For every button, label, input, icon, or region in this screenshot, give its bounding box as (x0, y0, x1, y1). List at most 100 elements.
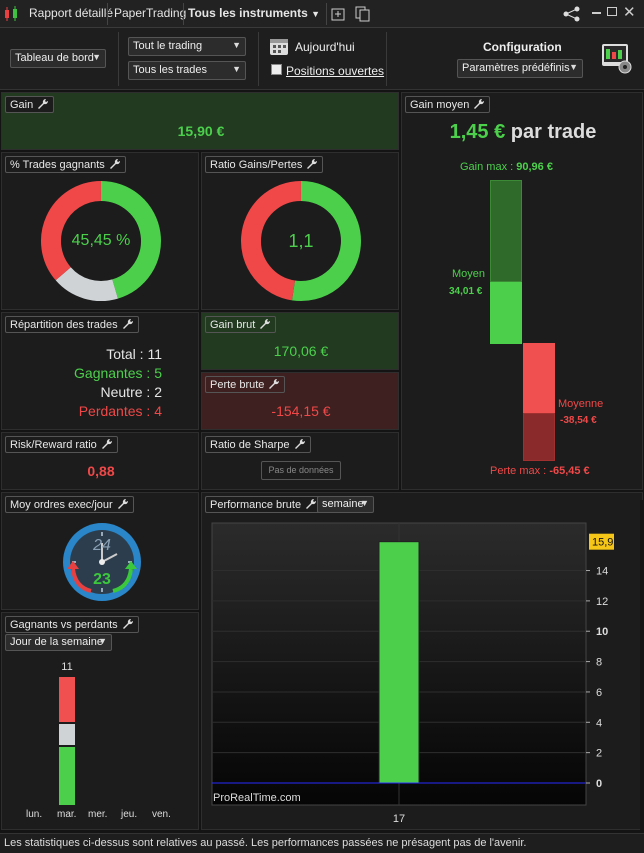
period-select[interactable]: semaine ▼ (317, 496, 374, 513)
last-value-text: 15,9 (592, 537, 613, 549)
loss-slice (41, 181, 102, 281)
wrench-icon[interactable] (305, 498, 317, 510)
loss-avg-bar (523, 343, 555, 413)
preset-select[interactable]: Paramètres prédéfinis ▼ (457, 59, 583, 78)
y-tick-label: 6 (596, 687, 602, 699)
gross-loss-header[interactable]: Perte brute (205, 376, 286, 393)
moyenne-label: Moyenne (558, 398, 604, 410)
gain-max-bar (490, 180, 522, 282)
winners-losers-panel: Gagnants vs perdants Jour de la semaine ▼… (1, 612, 199, 830)
wrench-icon[interactable] (101, 438, 113, 450)
weekday-label: mar. (57, 809, 77, 820)
wrench-icon[interactable] (306, 158, 318, 170)
calendar-icon[interactable] (269, 36, 289, 56)
open-positions-label[interactable]: Positions ouvertes (286, 64, 385, 78)
maximize-icon[interactable] (607, 7, 617, 16)
orders-panel: Moy ordres exec/jour 24 23 (1, 492, 199, 610)
risk-reward-header[interactable]: Risk/Reward ratio (5, 436, 118, 453)
risk-reward-value: 0,88 (87, 463, 115, 479)
gross-loss-value: -154,15 € (271, 403, 331, 419)
win-pct-value: 45,45 % (71, 232, 131, 249)
wrench-icon[interactable] (473, 98, 485, 110)
distribution-panel: Répartition des trades Total : 11 Gagnan… (1, 312, 199, 430)
y-tick-label: 14 (596, 566, 608, 578)
bar (378, 541, 420, 784)
avg-gain-header[interactable]: Gain moyen (405, 96, 491, 113)
wrench-icon[interactable] (109, 158, 121, 170)
wrench-icon[interactable] (122, 618, 134, 630)
y-tick-label: 2 (596, 748, 602, 760)
neutral-slice (55, 266, 118, 301)
gains-slice (292, 181, 361, 301)
clock-bottom-number: 23 (93, 571, 111, 588)
x-tick-label: 17 (393, 813, 405, 825)
today-button[interactable]: Aujourd'hui (295, 40, 355, 54)
sharpe-header[interactable]: Ratio de Sharpe (205, 436, 311, 453)
duplicate-icon[interactable] (355, 6, 371, 22)
risk-reward-panel: Risk/Reward ratio 0,88 (1, 432, 199, 490)
instruments-dropdown[interactable]: Tous les instruments ▼ (188, 6, 321, 20)
wrench-icon[interactable] (259, 318, 271, 330)
clock-icon (63, 523, 141, 601)
report-detail-tab[interactable]: Rapport détaillé (29, 6, 114, 20)
losses-slice (241, 181, 302, 301)
wrench-icon[interactable] (122, 318, 134, 330)
trading-select[interactable]: Tout le trading ▼ (128, 37, 246, 56)
sharpe-panel: Ratio de Sharpe Pas de données (201, 432, 399, 490)
weekday-label: jeu. (121, 809, 138, 820)
winners-bar (59, 747, 75, 805)
winners-row: Gagnantes : 5 (74, 365, 162, 381)
sharpe-no-data: Pas de données (261, 461, 341, 480)
loss-max-bar (523, 413, 555, 461)
toolbar: Tableau de bord ▼ Tout le trading ▼ Tous l… (0, 28, 644, 90)
dashboard-select[interactable]: Tableau de bord ▼ (10, 49, 106, 68)
gain-max-label: Gain max : 90,96 € (460, 161, 553, 173)
share-icon[interactable] (563, 6, 581, 22)
trades-select[interactable]: Tous les trades ▼ (128, 61, 246, 80)
new-window-icon[interactable] (331, 6, 347, 22)
y-tick-label: 8 (596, 657, 602, 669)
performance-header[interactable]: Performance brute (205, 496, 323, 513)
perte-max-label: Perte max : -65,45 € (490, 465, 590, 477)
gross-gain-header[interactable]: Gain brut (205, 316, 277, 333)
avg-gain-value: 1,45 € par trade (449, 121, 597, 143)
weekday-label: mer. (88, 809, 108, 820)
candlestick-icon (5, 6, 17, 21)
y-tick-label: 10 (596, 626, 608, 638)
gross-gain-panel: Gain brut 170,06 € (201, 312, 399, 370)
winners-losers-header[interactable]: Gagnants vs perdants (5, 616, 139, 633)
gain-avg-bar (490, 282, 522, 344)
wrench-icon[interactable] (294, 438, 306, 450)
distribution-header[interactable]: Répartition des trades (5, 316, 139, 333)
wrench-icon[interactable] (268, 378, 280, 390)
open-positions-checkbox[interactable] (271, 64, 282, 75)
clock-top-number: 24 (93, 537, 111, 554)
moyen-label: Moyen (452, 268, 486, 280)
win-pct-header[interactable]: % Trades gagnants (5, 156, 126, 173)
wrench-icon[interactable] (117, 498, 129, 510)
ratio-value: 1,1 (288, 231, 314, 251)
performance-panel: Performance brute semaine ▼ 0 2 4 6 8 10 12 14 17… (201, 492, 643, 830)
ratio-header[interactable]: Ratio Gains/Pertes (205, 156, 324, 173)
settings-screen-icon[interactable] (601, 42, 633, 74)
gross-loss-panel: Perte brute -154,15 € (201, 372, 399, 430)
win-pct-panel: % Trades gagnants 45,45 % (1, 152, 199, 310)
neutral-bar (59, 724, 75, 745)
avg-gain-panel: Gain moyen 1,45 € par trade Gain max : 9… (401, 92, 643, 490)
account-tab[interactable]: PaperTrading (114, 6, 187, 20)
gain-panel: Gain 15,90 € (1, 92, 399, 150)
gain-header[interactable]: Gain (5, 96, 55, 113)
weekday-label: ven. (152, 809, 171, 820)
close-icon[interactable]: ✕ (623, 4, 636, 21)
total-row: Total : 11 (106, 346, 162, 362)
title-bar: Rapport détaillé PaperTrading Tous les i… (0, 0, 644, 28)
minimize-icon[interactable] (592, 12, 601, 14)
disclaimer-text: Les statistiques ci-dessus sont relative… (4, 837, 527, 849)
y-tick-label: 12 (596, 596, 608, 608)
win-pct-donut (41, 181, 161, 301)
moyenne-value: -38,54 € (560, 415, 597, 426)
wrench-icon[interactable] (37, 98, 49, 110)
orders-header[interactable]: Moy ordres exec/jour (5, 496, 134, 513)
weekday-select[interactable]: Jour de la semaine ▼ (5, 634, 112, 651)
gross-gain-value: 170,06 € (273, 343, 329, 359)
